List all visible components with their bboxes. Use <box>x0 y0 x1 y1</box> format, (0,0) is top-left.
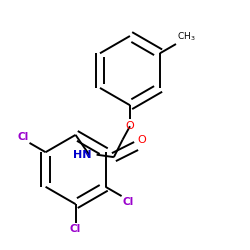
Text: Cl: Cl <box>123 197 134 207</box>
Text: O: O <box>126 121 134 131</box>
Text: CH$_3$: CH$_3$ <box>177 30 196 43</box>
Text: Cl: Cl <box>70 224 81 234</box>
Text: O: O <box>137 135 146 145</box>
Text: HN: HN <box>73 150 92 160</box>
Text: Cl: Cl <box>17 132 28 142</box>
